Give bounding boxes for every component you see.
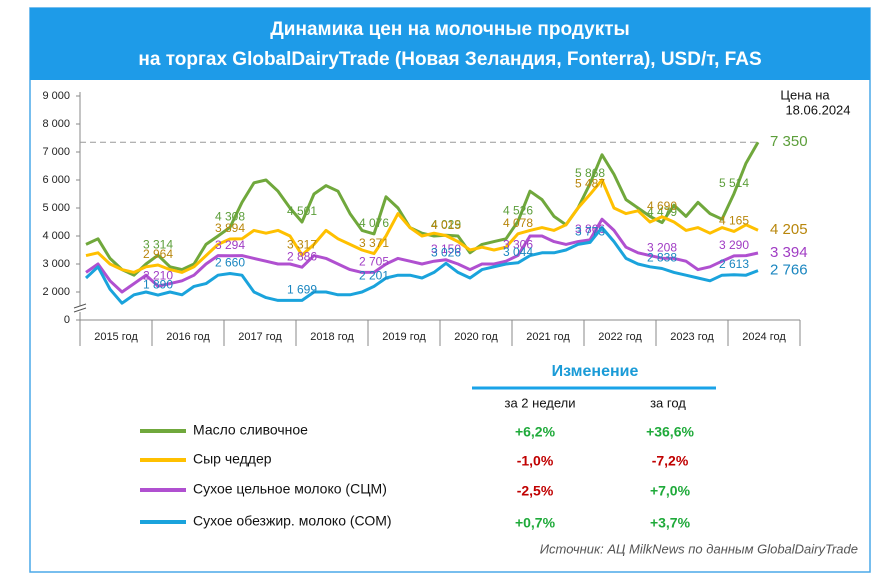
value-label: 3 150 bbox=[431, 242, 461, 256]
series-line bbox=[85, 217, 759, 294]
change-value: -1,0% bbox=[517, 453, 554, 469]
value-label: 3 306 bbox=[503, 238, 533, 252]
y-tick-label: 5 000 bbox=[42, 202, 70, 214]
change-value: +3,7% bbox=[650, 515, 691, 531]
y-tick-label: 6 000 bbox=[42, 174, 70, 186]
value-label: 1 890 bbox=[143, 277, 173, 291]
change-value: -2,5% bbox=[517, 483, 554, 499]
value-label: 2 886 bbox=[287, 249, 317, 263]
y-tick-label: 2 000 bbox=[42, 286, 70, 298]
value-label: 3 290 bbox=[719, 238, 749, 252]
annotation: 18.06.2024 bbox=[785, 102, 850, 117]
x-tick-label: 2021 год bbox=[526, 331, 570, 343]
chart-title: Динамика цен на молочные продукты bbox=[270, 19, 629, 40]
change-value: +0,7% bbox=[515, 515, 556, 531]
end-value-label: 3 394 bbox=[770, 244, 808, 261]
legend-label: Сухое цельное молоко (СЦМ) bbox=[193, 481, 387, 497]
change-value: -7,2% bbox=[652, 453, 689, 469]
x-tick-label: 2020 год bbox=[454, 331, 498, 343]
value-label: 3 294 bbox=[215, 238, 245, 252]
value-label: 2 201 bbox=[359, 269, 389, 283]
end-value-label: 7 350 bbox=[770, 133, 808, 150]
x-tick-label: 2024 год bbox=[742, 331, 786, 343]
value-label: 2 660 bbox=[215, 256, 245, 270]
value-label: 3 208 bbox=[647, 240, 677, 254]
value-label: 3 773 bbox=[575, 225, 605, 239]
end-value-label: 2 766 bbox=[770, 262, 808, 279]
series-line bbox=[84, 226, 759, 305]
value-label: 4 479 bbox=[647, 205, 677, 219]
source: Источник: АЦ MilkNews по данным GlobalDa… bbox=[540, 541, 858, 556]
value-label: 3 894 bbox=[215, 221, 245, 235]
y-tick-label: 0 bbox=[64, 314, 70, 326]
value-label: 2 705 bbox=[359, 254, 389, 268]
legend-label: Масло сливочное bbox=[193, 422, 308, 438]
value-label: 5 514 bbox=[719, 176, 749, 190]
annotation: Цена на bbox=[780, 87, 830, 102]
y-tick-label: 8 000 bbox=[42, 118, 70, 130]
value-label: 4 308 bbox=[215, 210, 245, 224]
value-label: 2 613 bbox=[719, 257, 749, 271]
value-label: 1 699 bbox=[287, 283, 317, 297]
chart-subtitle: на торгах GlobalDairyTrade (Новая Зеланд… bbox=[138, 49, 761, 70]
value-label: 4 015 bbox=[431, 218, 461, 232]
changes-title: Изменение bbox=[552, 363, 639, 380]
value-label: 2 964 bbox=[143, 247, 173, 261]
changes-column: за 2 недели bbox=[505, 395, 576, 410]
x-tick-label: 2015 год bbox=[94, 331, 138, 343]
value-label: 4 690 bbox=[647, 199, 677, 213]
value-label: 3 044 bbox=[503, 245, 533, 259]
value-label: 4 078 bbox=[503, 216, 533, 230]
value-label: 3 314 bbox=[143, 237, 173, 251]
axis-break bbox=[74, 306, 86, 312]
changes-column: за год bbox=[650, 395, 686, 410]
title-banner bbox=[30, 8, 870, 80]
legend-label: Сухое обезжир. молоко (СОМ) bbox=[193, 513, 392, 529]
x-tick-label: 2023 год bbox=[670, 331, 714, 343]
x-tick-label: 2016 год bbox=[166, 331, 210, 343]
y-tick-label: 3 000 bbox=[42, 258, 70, 270]
value-label: 4 526 bbox=[503, 203, 533, 217]
value-label: 3 026 bbox=[431, 245, 461, 259]
legend-label: Сыр чеддер bbox=[193, 451, 272, 467]
change-value: +36,6% bbox=[646, 424, 694, 440]
x-tick-label: 2018 год bbox=[310, 331, 354, 343]
value-label: 2 838 bbox=[647, 251, 677, 265]
value-label: 4 501 bbox=[287, 204, 317, 218]
value-label: 5 487 bbox=[575, 177, 605, 191]
y-tick-label: 4 000 bbox=[42, 230, 70, 242]
x-tick-label: 2019 год bbox=[382, 331, 426, 343]
axis-break-mark bbox=[73, 303, 87, 309]
series-line bbox=[85, 178, 759, 274]
x-tick-label: 2022 год bbox=[598, 331, 642, 343]
series-line bbox=[85, 141, 760, 277]
value-label: 4 165 bbox=[719, 214, 749, 228]
value-label: 4 029 bbox=[431, 217, 461, 231]
y-tick-label: 7 000 bbox=[42, 146, 70, 158]
end-value-label: 4 205 bbox=[770, 221, 808, 238]
value-label: 3 317 bbox=[287, 237, 317, 251]
value-label: 3 371 bbox=[359, 236, 389, 250]
change-value: +6,2% bbox=[515, 424, 556, 440]
change-value: +7,0% bbox=[650, 483, 691, 499]
value-label: 5 868 bbox=[575, 166, 605, 180]
y-tick-label: 9 000 bbox=[42, 90, 70, 102]
value-label: 2 210 bbox=[143, 268, 173, 282]
x-tick-label: 2017 год bbox=[238, 331, 282, 343]
value-label: 4 076 bbox=[359, 216, 389, 230]
axis-break-mark bbox=[73, 307, 87, 313]
